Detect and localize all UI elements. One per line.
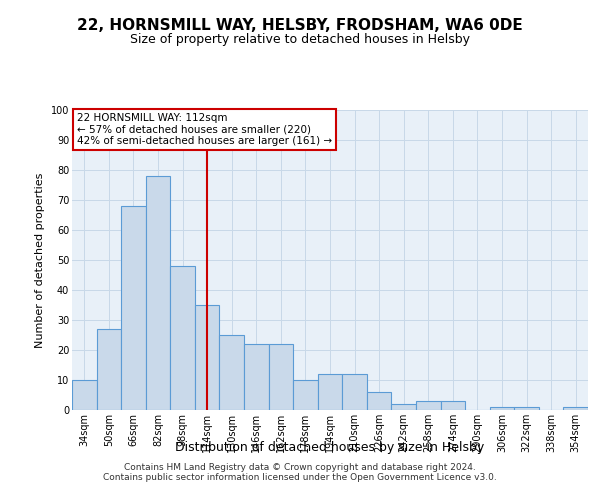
Bar xyxy=(170,266,195,410)
Text: Distribution of detached houses by size in Helsby: Distribution of detached houses by size … xyxy=(175,441,485,454)
Bar xyxy=(293,380,318,410)
Bar xyxy=(269,344,293,410)
Bar xyxy=(563,407,588,410)
Text: 22, HORNSMILL WAY, HELSBY, FRODSHAM, WA6 0DE: 22, HORNSMILL WAY, HELSBY, FRODSHAM, WA6… xyxy=(77,18,523,32)
Bar xyxy=(220,335,244,410)
Bar xyxy=(490,407,514,410)
Bar xyxy=(318,374,342,410)
Bar xyxy=(367,392,391,410)
Bar xyxy=(416,401,440,410)
Bar xyxy=(244,344,269,410)
Bar xyxy=(195,305,220,410)
Bar xyxy=(146,176,170,410)
Bar xyxy=(391,404,416,410)
Text: 22 HORNSMILL WAY: 112sqm
← 57% of detached houses are smaller (220)
42% of semi-: 22 HORNSMILL WAY: 112sqm ← 57% of detach… xyxy=(77,113,332,146)
Text: Contains HM Land Registry data © Crown copyright and database right 2024.
Contai: Contains HM Land Registry data © Crown c… xyxy=(103,463,497,482)
Bar xyxy=(514,407,539,410)
Bar xyxy=(121,206,146,410)
Bar xyxy=(342,374,367,410)
Bar xyxy=(97,329,121,410)
Bar xyxy=(72,380,97,410)
Y-axis label: Number of detached properties: Number of detached properties xyxy=(35,172,45,348)
Text: Size of property relative to detached houses in Helsby: Size of property relative to detached ho… xyxy=(130,32,470,46)
Bar xyxy=(440,401,465,410)
